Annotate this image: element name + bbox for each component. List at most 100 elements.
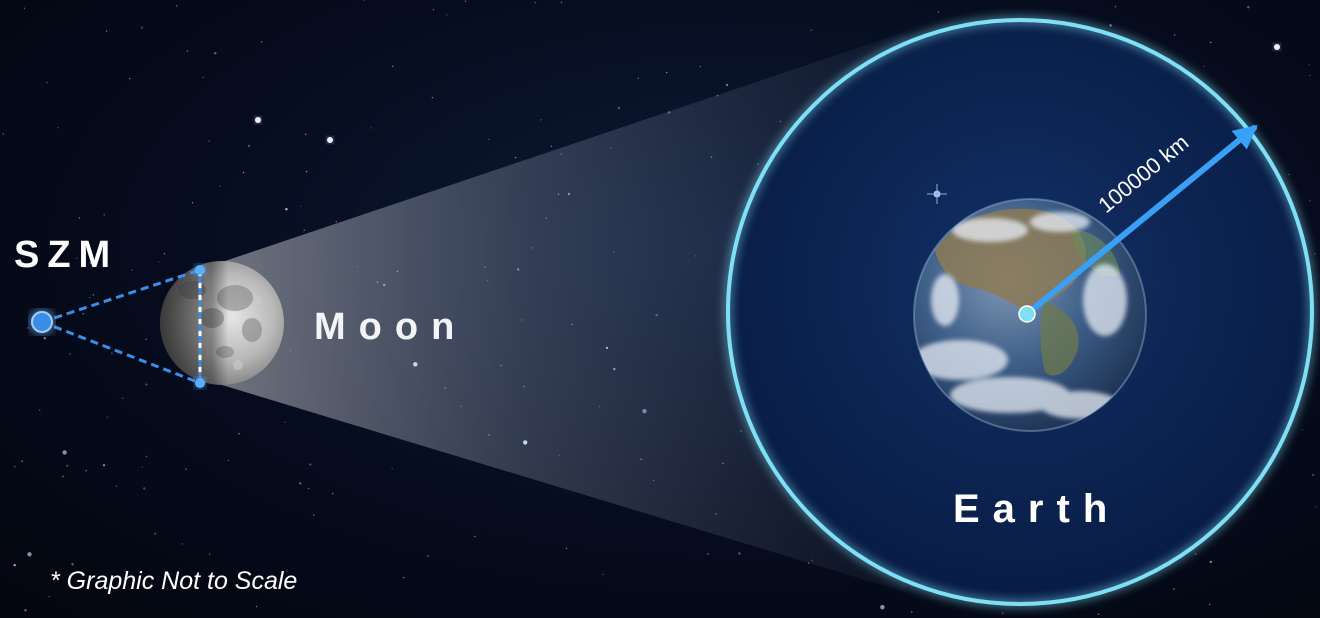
observer-label: SZM	[14, 234, 119, 276]
star	[937, 11, 940, 13]
moon-top-point	[195, 265, 205, 275]
star	[303, 229, 305, 231]
star	[1314, 253, 1316, 255]
bright-star	[327, 137, 333, 143]
star	[1247, 6, 1250, 9]
star	[157, 261, 160, 263]
sparkle-icon	[927, 184, 947, 204]
star	[13, 564, 16, 567]
star	[145, 383, 148, 386]
moon-bottom-point	[195, 378, 205, 388]
star	[66, 464, 69, 467]
star	[432, 9, 435, 11]
radius-arrow-icon	[1024, 124, 1258, 317]
star	[39, 409, 41, 411]
star	[363, 0, 365, 1]
star	[332, 492, 334, 495]
star	[46, 81, 48, 84]
view-cone	[222, 32, 905, 592]
star	[140, 26, 144, 29]
star	[242, 171, 245, 174]
star	[550, 145, 553, 147]
earth-label: Earth	[953, 487, 1121, 531]
star	[27, 552, 32, 557]
star	[89, 262, 92, 264]
star	[103, 214, 105, 216]
star	[1001, 612, 1004, 614]
star	[305, 133, 307, 135]
star	[185, 468, 187, 470]
star	[57, 127, 59, 129]
star	[305, 170, 308, 173]
star	[260, 41, 263, 43]
star	[403, 576, 405, 579]
observer-point-icon	[31, 311, 53, 333]
star	[106, 416, 109, 418]
star	[141, 466, 143, 468]
star	[514, 156, 517, 159]
star	[111, 352, 113, 354]
star	[176, 5, 178, 7]
star	[145, 455, 148, 458]
star	[427, 555, 429, 557]
star	[911, 611, 913, 613]
star	[115, 485, 118, 487]
star	[92, 294, 95, 296]
star	[62, 450, 67, 455]
star	[143, 487, 146, 490]
star	[14, 466, 16, 468]
star	[370, 127, 372, 129]
sight-lines	[41, 268, 201, 385]
star	[1301, 429, 1304, 431]
star	[313, 514, 315, 516]
star	[82, 313, 84, 315]
star	[464, 0, 467, 2]
star	[76, 257, 78, 259]
star	[88, 296, 91, 299]
star	[617, 106, 620, 110]
star	[106, 30, 108, 32]
moon-icon	[160, 261, 284, 385]
star	[335, 221, 337, 223]
star	[307, 487, 310, 490]
star	[1210, 41, 1212, 44]
star	[1098, 613, 1100, 615]
star	[163, 253, 166, 255]
star	[208, 140, 210, 142]
star	[78, 217, 81, 219]
star	[153, 532, 157, 535]
star	[122, 397, 124, 399]
bright-star	[255, 117, 261, 123]
star	[128, 77, 131, 80]
star	[474, 535, 476, 538]
star	[62, 475, 64, 478]
star	[71, 563, 74, 566]
star	[202, 76, 204, 79]
star	[191, 202, 194, 204]
star	[255, 605, 258, 608]
star	[238, 433, 240, 435]
star	[21, 460, 23, 462]
star	[391, 467, 393, 470]
star	[1194, 553, 1197, 555]
earth-region-ring	[726, 18, 1314, 606]
moon-label: Moon	[314, 306, 468, 348]
star	[247, 144, 251, 148]
star	[738, 552, 741, 555]
star	[880, 605, 885, 610]
star	[299, 205, 302, 207]
scale-note: * Graphic Not to Scale	[50, 567, 298, 595]
earth-center-point	[1018, 305, 1036, 323]
star	[1309, 200, 1311, 202]
star	[181, 543, 183, 545]
star	[1208, 603, 1211, 606]
star	[227, 459, 230, 462]
star	[2, 133, 4, 135]
star	[446, 14, 448, 16]
star	[602, 573, 604, 576]
star	[214, 52, 217, 55]
star	[180, 585, 182, 588]
star	[1209, 560, 1213, 564]
star	[284, 421, 286, 423]
star	[23, 7, 26, 9]
